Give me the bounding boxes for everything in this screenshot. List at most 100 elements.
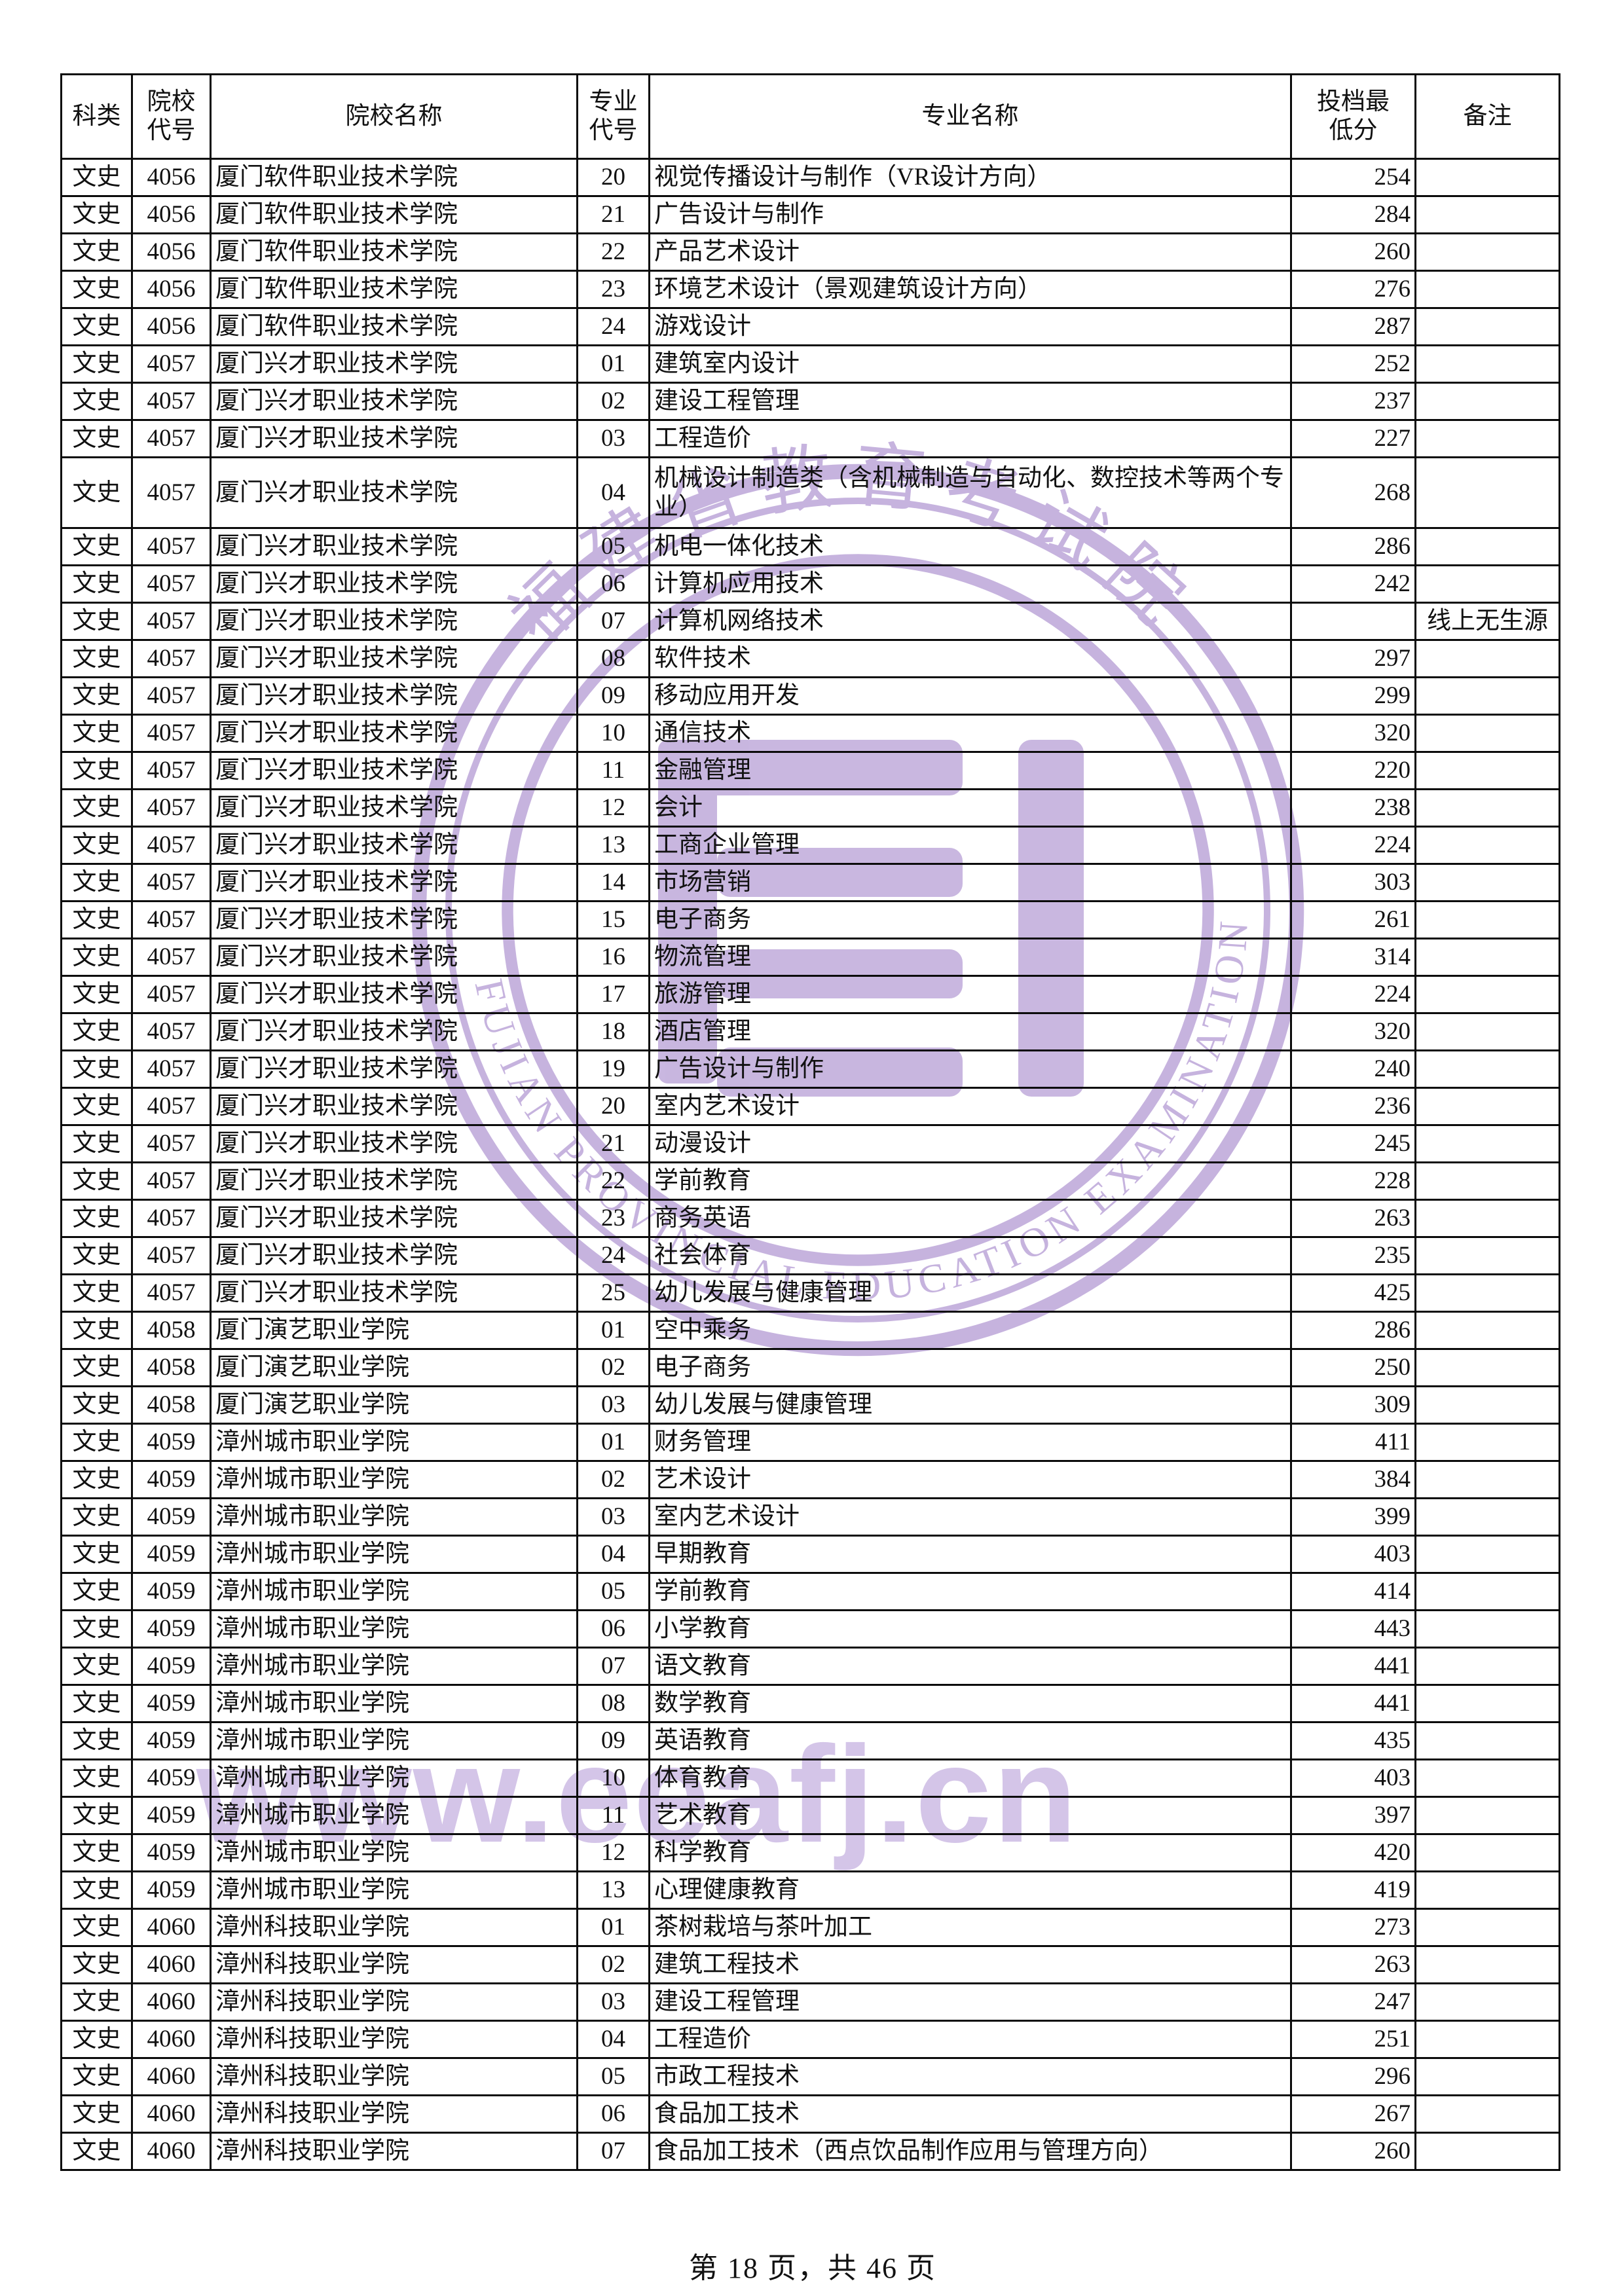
cell-school-code: 4056 bbox=[131, 307, 212, 346]
cell-subject-category: 文史 bbox=[60, 1273, 133, 1313]
cell-major-code: 01 bbox=[576, 1908, 650, 1947]
cell-school-code: 4059 bbox=[131, 1721, 212, 1760]
cell-school-name: 漳州城市职业学院 bbox=[210, 1721, 578, 1760]
cell-school-name: 漳州科技职业学院 bbox=[210, 2094, 578, 2134]
cell-major-name: 食品加工技术（西点饮品制作应用与管理方向） bbox=[648, 2132, 1292, 2171]
cell-major-name: 工程造价 bbox=[648, 2020, 1292, 2059]
cell-subject-category: 文史 bbox=[60, 1758, 133, 1798]
cell-major-code: 17 bbox=[576, 975, 650, 1014]
table-row: 文史 4059 漳州城市职业学院 04 早期教育 403 bbox=[60, 1535, 1560, 1574]
cell-min-score: 268 bbox=[1290, 456, 1416, 529]
cell-school-code: 4060 bbox=[131, 2057, 212, 2096]
cell-major-name: 工商企业管理 bbox=[648, 826, 1292, 865]
cell-min-score: 425 bbox=[1290, 1273, 1416, 1313]
cell-school-name: 厦门兴才职业技术学院 bbox=[210, 1161, 578, 1201]
cell-remark bbox=[1414, 2020, 1560, 2059]
cell-major-code: 01 bbox=[576, 1423, 650, 1462]
table-row: 文史 4057 厦门兴才职业技术学院 09 移动应用开发 299 bbox=[60, 676, 1560, 716]
cell-school-name: 漳州科技职业学院 bbox=[210, 1908, 578, 1947]
cell-school-name: 厦门软件职业技术学院 bbox=[210, 270, 578, 309]
table-row: 文史 4059 漳州城市职业学院 09 英语教育 435 bbox=[60, 1721, 1560, 1760]
cell-major-name: 旅游管理 bbox=[648, 975, 1292, 1014]
table-header: 科类 院校 代号 院校名称 专业 代号 专业名称 投档最 低分 备注 bbox=[60, 73, 1560, 160]
cell-min-score: 299 bbox=[1290, 676, 1416, 716]
cell-min-score: 273 bbox=[1290, 1908, 1416, 1947]
cell-remark bbox=[1414, 863, 1560, 902]
cell-subject-category: 文史 bbox=[60, 1982, 133, 2022]
cell-subject-category: 文史 bbox=[60, 527, 133, 566]
cell-remark bbox=[1414, 1796, 1560, 1835]
cell-school-code: 4057 bbox=[131, 1273, 212, 1313]
table-row: 文史 4057 厦门兴才职业技术学院 06 计算机应用技术 242 bbox=[60, 564, 1560, 604]
cell-school-name: 厦门兴才职业技术学院 bbox=[210, 419, 578, 458]
cell-remark bbox=[1414, 1609, 1560, 1649]
table-row: 文史 4058 厦门演艺职业学院 03 幼儿发展与健康管理 309 bbox=[60, 1385, 1560, 1425]
cell-school-code: 4058 bbox=[131, 1348, 212, 1387]
table-row: 文史 4057 厦门兴才职业技术学院 19 广告设计与制作 240 bbox=[60, 1049, 1560, 1089]
cell-major-code: 03 bbox=[576, 1497, 650, 1537]
cell-major-code: 05 bbox=[576, 1572, 650, 1611]
cell-min-score: 297 bbox=[1290, 639, 1416, 678]
cell-major-code: 07 bbox=[576, 602, 650, 641]
cell-school-code: 4060 bbox=[131, 1945, 212, 1984]
cell-min-score: 419 bbox=[1290, 1870, 1416, 1910]
cell-remark bbox=[1414, 1721, 1560, 1760]
cell-min-score: 242 bbox=[1290, 564, 1416, 604]
cell-major-code: 06 bbox=[576, 2094, 650, 2134]
table-row: 文史 4056 厦门软件职业技术学院 20 视觉传播设计与制作（VR设计方向） 254 bbox=[60, 158, 1560, 197]
cell-major-code: 13 bbox=[576, 826, 650, 865]
cell-remark bbox=[1414, 714, 1560, 753]
cell-major-name: 建设工程管理 bbox=[648, 1982, 1292, 2022]
cell-school-code: 4057 bbox=[131, 714, 212, 753]
cell-major-code: 10 bbox=[576, 714, 650, 753]
table-row: 文史 4059 漳州城市职业学院 12 科学教育 420 bbox=[60, 1833, 1560, 1872]
cell-school-code: 4057 bbox=[131, 863, 212, 902]
cell-major-code: 18 bbox=[576, 1012, 650, 1051]
cell-school-code: 4057 bbox=[131, 527, 212, 566]
cell-subject-category: 文史 bbox=[60, 1199, 133, 1238]
cell-subject-category: 文史 bbox=[60, 232, 133, 272]
cell-remark bbox=[1414, 900, 1560, 939]
table-row: 文史 4057 厦门兴才职业技术学院 10 通信技术 320 bbox=[60, 714, 1560, 753]
cell-major-code: 03 bbox=[576, 1385, 650, 1425]
cell-school-code: 4059 bbox=[131, 1647, 212, 1686]
cell-min-score: 384 bbox=[1290, 1460, 1416, 1499]
cell-school-name: 厦门兴才职业技术学院 bbox=[210, 714, 578, 753]
cell-remark bbox=[1414, 1535, 1560, 1574]
cell-major-code: 12 bbox=[576, 1833, 650, 1872]
cell-school-name: 厦门演艺职业学院 bbox=[210, 1311, 578, 1350]
table-row: 文史 4057 厦门兴才职业技术学院 25 幼儿发展与健康管理 425 bbox=[60, 1273, 1560, 1313]
cell-remark bbox=[1414, 344, 1560, 384]
cell-min-score: 286 bbox=[1290, 1311, 1416, 1350]
cell-school-code: 4059 bbox=[131, 1758, 212, 1798]
cell-major-code: 22 bbox=[576, 232, 650, 272]
cell-major-code: 10 bbox=[576, 1758, 650, 1798]
cell-school-code: 4059 bbox=[131, 1833, 212, 1872]
table-row: 文史 4060 漳州科技职业学院 05 市政工程技术 296 bbox=[60, 2057, 1560, 2096]
cell-school-code: 4059 bbox=[131, 1684, 212, 1723]
cell-remark bbox=[1414, 826, 1560, 865]
cell-school-name: 漳州科技职业学院 bbox=[210, 2132, 578, 2171]
cell-school-code: 4057 bbox=[131, 1124, 212, 1163]
cell-major-name: 幼儿发展与健康管理 bbox=[648, 1273, 1292, 1313]
cell-major-name: 建设工程管理 bbox=[648, 382, 1292, 421]
cell-major-name: 金融管理 bbox=[648, 751, 1292, 790]
table-row: 文史 4060 漳州科技职业学院 06 食品加工技术 267 bbox=[60, 2094, 1560, 2134]
table-row: 文史 4059 漳州城市职业学院 06 小学教育 443 bbox=[60, 1609, 1560, 1649]
cell-major-name: 早期教育 bbox=[648, 1535, 1292, 1574]
cell-subject-category: 文史 bbox=[60, 714, 133, 753]
cell-min-score: 260 bbox=[1290, 2132, 1416, 2171]
cell-school-name: 厦门兴才职业技术学院 bbox=[210, 344, 578, 384]
cell-min-score: 252 bbox=[1290, 344, 1416, 384]
page-footer: 第 18 页，共 46 页 bbox=[689, 2252, 936, 2284]
table-row: 文史 4057 厦门兴才职业技术学院 20 室内艺术设计 236 bbox=[60, 1087, 1560, 1126]
cell-major-code: 02 bbox=[576, 1945, 650, 1984]
cell-remark bbox=[1414, 270, 1560, 309]
cell-major-code: 07 bbox=[576, 2132, 650, 2171]
cell-major-code: 19 bbox=[576, 1049, 650, 1089]
cell-remark bbox=[1414, 1647, 1560, 1686]
cell-school-name: 厦门兴才职业技术学院 bbox=[210, 1049, 578, 1089]
cell-remark bbox=[1414, 1945, 1560, 1984]
cell-remark bbox=[1414, 232, 1560, 272]
